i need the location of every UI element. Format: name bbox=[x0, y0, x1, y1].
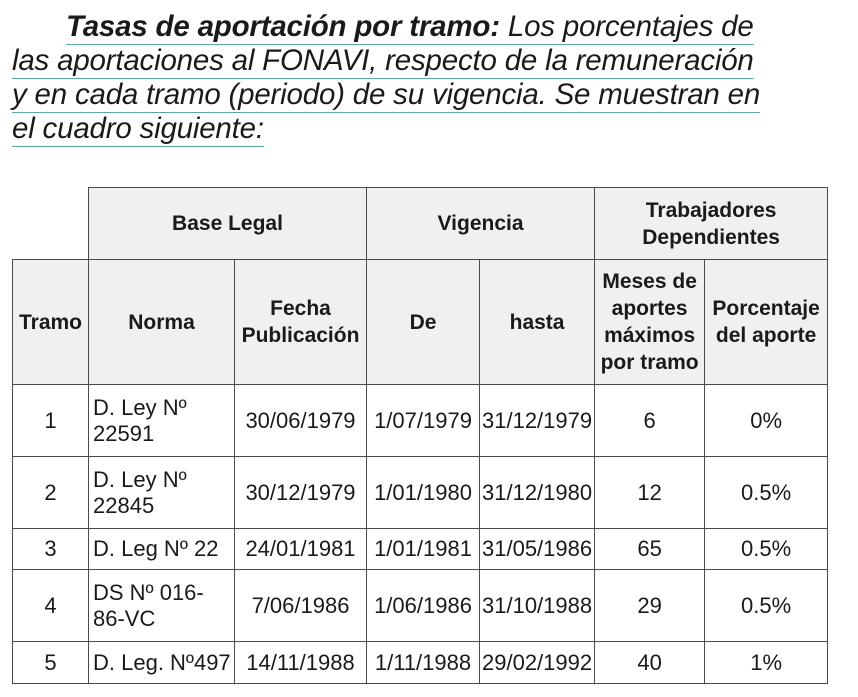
cell-meses: 29 bbox=[594, 569, 706, 642]
cell-porcentaje: 0% bbox=[704, 384, 829, 457]
column-header-row: Tramo Norma Fecha Publicación De hasta M… bbox=[12, 259, 829, 385]
header-de: De bbox=[366, 259, 480, 385]
cell-fecha: 30/06/1979 bbox=[234, 384, 367, 457]
intro-title: Tasas de aportación por tramo: bbox=[66, 10, 500, 43]
empty-corner-cell bbox=[12, 187, 89, 260]
table-row: 1 D. Ley Nº 22591 30/06/1979 1/07/1979 3… bbox=[12, 384, 829, 457]
cell-tramo: 5 bbox=[12, 641, 89, 684]
cell-fecha: 24/01/1981 bbox=[234, 528, 367, 570]
cell-de: 1/07/1979 bbox=[366, 384, 480, 457]
cell-hasta: 31/12/1979 bbox=[478, 384, 596, 457]
group-header-row: Base Legal Vigencia Trabajadores Dependi… bbox=[12, 187, 829, 260]
intro-line-1: Tasas de aportación por tramo: Los porce… bbox=[66, 10, 754, 45]
cell-tramo: 3 bbox=[12, 528, 89, 570]
header-trabajadores-dependientes: Trabajadores Dependientes bbox=[594, 187, 829, 260]
cell-tramo: 4 bbox=[12, 569, 89, 642]
cell-norma: D. Ley Nº 22845 bbox=[88, 456, 235, 529]
header-base-legal: Base Legal bbox=[88, 187, 367, 260]
header-meses-aportes: Meses de aportes máximos por tramo bbox=[594, 259, 706, 385]
header-fecha-publicacion: Fecha Publicación bbox=[234, 259, 367, 385]
cell-hasta: 29/02/1992 bbox=[478, 641, 596, 684]
table-row: 3 D. Leg Nº 22 24/01/1981 1/01/1981 31/0… bbox=[12, 528, 829, 570]
cell-porcentaje: 0.5% bbox=[704, 528, 829, 570]
table-row: 2 D. Ley Nº 22845 30/12/1979 1/01/1980 3… bbox=[12, 456, 829, 529]
cell-fecha: 7/06/1986 bbox=[234, 569, 367, 642]
cell-fecha: 14/11/1988 bbox=[234, 641, 367, 684]
cell-de: 1/11/1988 bbox=[366, 641, 480, 684]
cell-hasta: 31/10/1988 bbox=[478, 569, 596, 642]
cell-norma: D. Leg. Nº497 bbox=[88, 641, 235, 684]
header-norma: Norma bbox=[88, 259, 235, 385]
cell-tramo: 1 bbox=[12, 384, 89, 457]
cell-de: 1/01/1981 bbox=[366, 528, 480, 570]
cell-de: 1/01/1980 bbox=[366, 456, 480, 529]
cell-meses: 6 bbox=[594, 384, 706, 457]
cell-meses: 12 bbox=[594, 456, 706, 529]
intro-line-3: y en cada tramo (periodo) de su vigencia… bbox=[12, 78, 761, 113]
header-vigencia: Vigencia bbox=[365, 187, 596, 260]
cell-porcentaje: 0.5% bbox=[704, 569, 829, 642]
cell-de: 1/06/1986 bbox=[366, 569, 480, 642]
cell-meses: 65 bbox=[594, 528, 706, 570]
table-row: 5 D. Leg. Nº497 14/11/1988 1/11/1988 29/… bbox=[12, 641, 829, 684]
intro-line-4: el cuadro siguiente: bbox=[12, 112, 264, 147]
cell-norma: DS Nº 016- 86-VC bbox=[88, 569, 235, 642]
header-tramo: Tramo bbox=[12, 259, 89, 385]
cell-tramo: 2 bbox=[12, 456, 89, 529]
cell-fecha: 30/12/1979 bbox=[234, 456, 367, 529]
intro-line-2: las aportaciones al FONAVI, respecto de … bbox=[12, 44, 754, 79]
cell-hasta: 31/12/1980 bbox=[478, 456, 596, 529]
table-row: 4 DS Nº 016- 86-VC 7/06/1986 1/06/1986 3… bbox=[12, 569, 829, 642]
cell-norma: D. Leg Nº 22 bbox=[88, 528, 235, 570]
intro-paragraph: Tasas de aportación por tramo: Los porce… bbox=[12, 10, 832, 147]
fonavi-rates-table: Base Legal Vigencia Trabajadores Dependi… bbox=[12, 187, 829, 684]
cell-norma: D. Ley Nº 22591 bbox=[88, 384, 235, 457]
cell-porcentaje: 0.5% bbox=[704, 456, 829, 529]
header-hasta: hasta bbox=[478, 259, 596, 385]
cell-hasta: 31/05/1986 bbox=[478, 528, 596, 570]
header-porcentaje-aporte: Porcentaje del aporte bbox=[704, 259, 829, 385]
cell-porcentaje: 1% bbox=[704, 641, 829, 684]
cell-meses: 40 bbox=[594, 641, 706, 684]
